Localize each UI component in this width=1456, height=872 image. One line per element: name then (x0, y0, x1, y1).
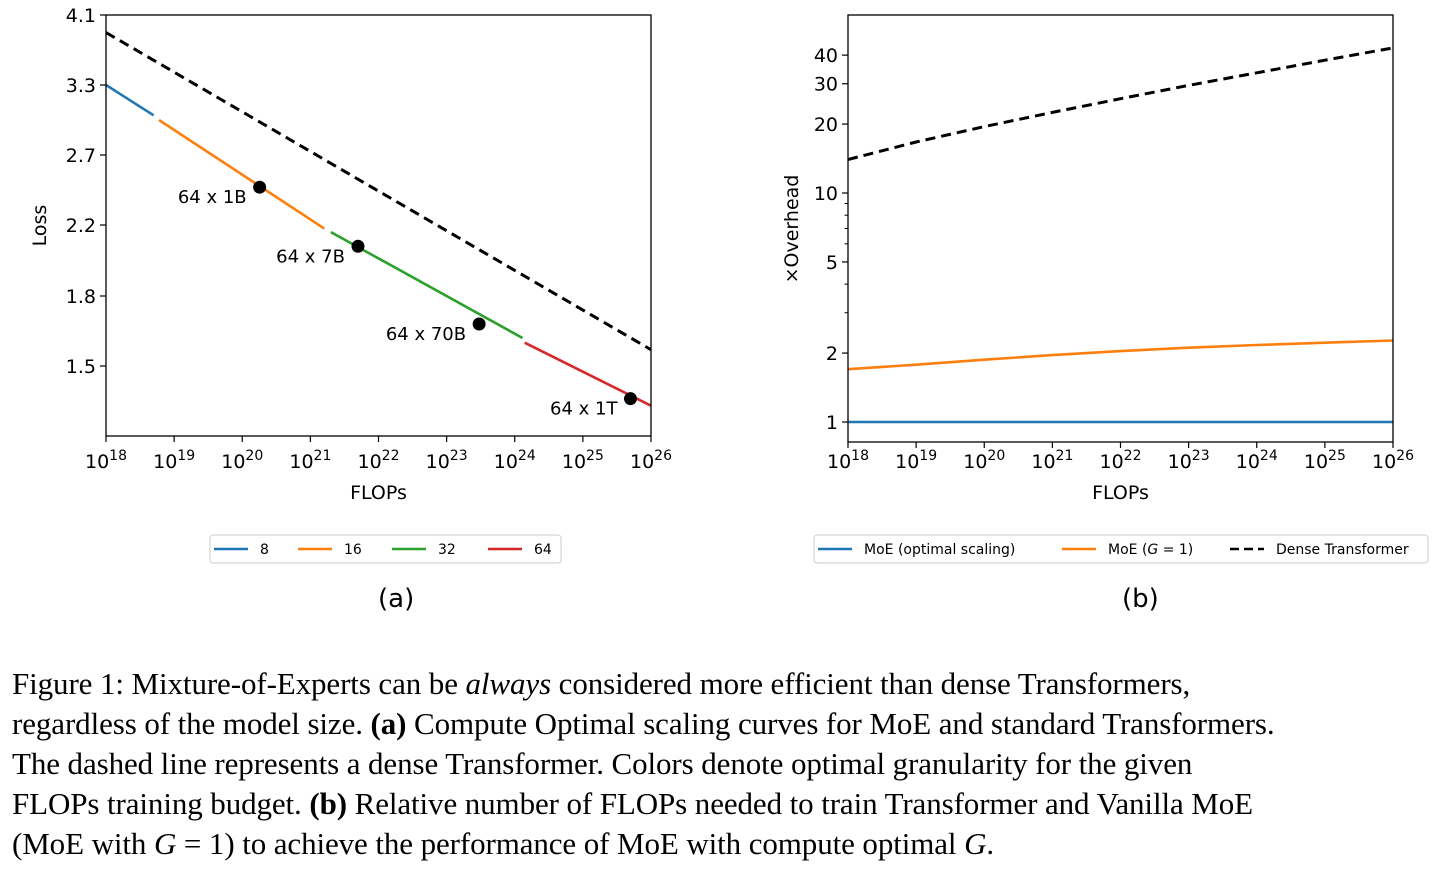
caption-line: Figure 1: Mixture-of-Experts can be alwa… (12, 666, 1191, 701)
panel-b-label: (b) (1122, 584, 1159, 614)
x-tick-label: 1026 (1372, 448, 1414, 473)
caption-line: FLOPs training budget. (b) Relative numb… (12, 786, 1253, 821)
panel-a-label: (a) (378, 584, 415, 614)
point-label: 64 x 1B (178, 187, 247, 208)
legend-entry: Dense Transformer (1276, 542, 1409, 558)
dense-transformer-line (106, 31, 651, 351)
x-tick-label: 1018 (827, 448, 869, 473)
point-label: 64 x 7B (276, 246, 345, 267)
y-tick-label: 1.5 (66, 356, 96, 378)
series-line (848, 46, 1393, 161)
x-tick-label: 1022 (357, 448, 399, 473)
y-tick-label: 30 (814, 74, 838, 96)
panel-b-plot-area (848, 46, 1393, 424)
caption-line: The dashed line represents a dense Trans… (12, 746, 1193, 781)
caption-line: (MoE with G = 1) to achieve the performa… (12, 826, 995, 861)
x-axis-label: FLOPs (350, 482, 407, 504)
y-axis-label: ×Overhead (781, 175, 803, 284)
x-tick-label: 1025 (1304, 448, 1346, 473)
point-label: 64 x 70B (386, 324, 466, 345)
x-tick-label: 1023 (426, 448, 468, 473)
panel-b-legend: MoE (optimal scaling) MoE (G = 1) Dense Tr… (813, 534, 1429, 564)
legend-entry: MoE (G = 1) (1108, 542, 1193, 558)
legend-entry: 8 (260, 542, 269, 558)
panel-a-legend: 8 16 32 64 (209, 534, 562, 564)
x-tick-label: 1022 (1099, 448, 1141, 473)
legend-box (209, 534, 562, 564)
legend-entry: 16 (344, 542, 362, 558)
y-tick-label: 1 (826, 412, 838, 434)
panel-b-frame (847, 14, 1394, 443)
y-tick-label: 1.8 (66, 286, 96, 308)
y-tick-label: 5 (826, 252, 838, 274)
panel-a-plot-area (106, 31, 651, 407)
x-tick-label: 1025 (562, 448, 604, 473)
x-tick-label: 1020 (221, 448, 263, 473)
x-tick-label: 1019 (153, 448, 195, 473)
x-tick-label: 1024 (1236, 448, 1278, 473)
figure: 64 x 1B 64 x 7B 64 x 70B 64 x 1T 1.5 1.8 2.2 2.… (29, 5, 1429, 564)
y-tick-label: 3.3 (66, 75, 96, 97)
y-tick-label: 20 (814, 114, 838, 136)
legend-box (813, 534, 1429, 564)
legend-entry: MoE (optimal scaling) (864, 542, 1015, 558)
y-axis-label: Loss (29, 205, 51, 247)
x-tick-label: 1021 (289, 448, 331, 473)
x-axis-label: FLOPs (1092, 482, 1149, 504)
marker-point (253, 180, 267, 194)
y-tick-label: 10 (814, 183, 838, 205)
y-tick-label: 40 (814, 45, 838, 67)
marker-point (623, 392, 637, 406)
x-tick-label: 1026 (630, 448, 672, 473)
x-tick-label: 1020 (963, 448, 1005, 473)
panel-a-frame (105, 14, 652, 437)
series-line-16 (158, 118, 326, 230)
y-tick-label: 2 (826, 343, 838, 365)
marker-point (472, 317, 486, 331)
y-tick-label: 2.2 (66, 215, 96, 237)
x-tick-label: 1023 (1168, 448, 1210, 473)
x-tick-label: 1018 (85, 448, 127, 473)
figure-caption: Figure 1: Mixture-of-Experts can be alwa… (12, 664, 1452, 864)
x-tick-label: 1021 (1031, 448, 1073, 473)
series-line-8 (106, 83, 155, 117)
y-tick-label: 2.7 (66, 145, 96, 167)
series-line (848, 339, 1393, 371)
x-tick-label: 1024 (494, 448, 536, 473)
panel-a-chart: 64 x 1B 64 x 7B 64 x 70B 64 x 1T 1.5 1.8 2.2 2.… (29, 5, 672, 564)
caption-line: regardless of the model size. (a) Comput… (12, 706, 1275, 741)
point-label: 64 x 1T (550, 399, 618, 420)
legend-entry: 64 (534, 542, 552, 558)
y-tick-label: 4.1 (66, 5, 96, 27)
x-tick-label: 1019 (895, 448, 937, 473)
marker-point (351, 239, 365, 253)
legend-entry: 32 (438, 542, 456, 558)
